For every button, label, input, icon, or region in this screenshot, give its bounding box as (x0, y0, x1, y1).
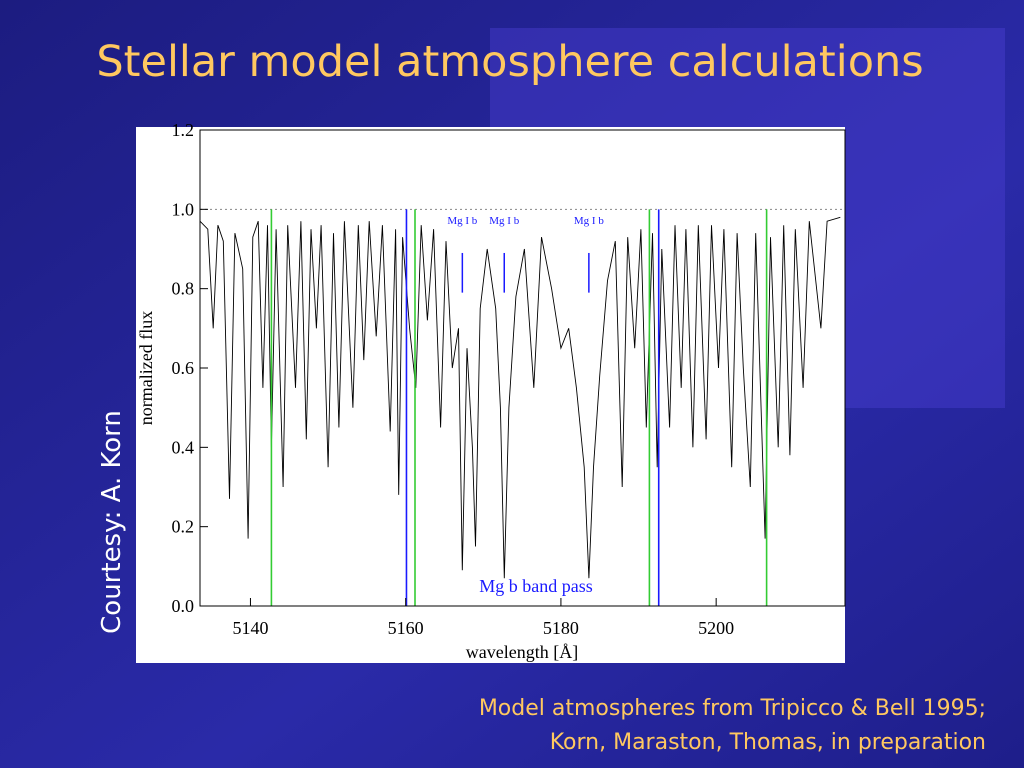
y-tick-label: 1.0 (172, 199, 195, 219)
y-axis-label: normalized flux (136, 311, 156, 425)
marker-label: Mg I b (447, 215, 477, 227)
annotation: Mg b band pass (479, 576, 593, 596)
chart-panel (136, 127, 845, 663)
y-tick-label: 0.8 (172, 279, 195, 299)
x-tick-label: 5200 (698, 618, 734, 638)
caption-line: Korn, Maraston, Thomas, in preparation (550, 730, 986, 755)
x-axis-label: wavelength [Å] (466, 642, 578, 662)
x-tick-label: 5180 (543, 618, 579, 638)
y-tick-label: 0.4 (172, 437, 195, 457)
caption-line: Model atmospheres from Tripicco & Bell 1… (479, 696, 986, 721)
spectrum-line (199, 216, 841, 579)
marker-label: Mg I b (574, 215, 604, 227)
x-tick-label: 5140 (232, 618, 268, 638)
y-tick-label: 0.6 (172, 358, 195, 378)
y-tick-label: 0.2 (172, 517, 195, 537)
y-tick-label: 0.0 (172, 596, 195, 616)
courtesy: Courtesy: A. Korn (97, 410, 127, 634)
chart: Mg I b Mg I b Mg I b Mg b band pass 0.0 0.2 0.… (136, 120, 846, 662)
y-tick-label: 1.2 (172, 120, 195, 140)
marker-label: Mg I b (489, 215, 519, 227)
x-tick-label: 5160 (388, 618, 424, 638)
slide-title: Stellar model atmosphere calculations (96, 37, 923, 87)
